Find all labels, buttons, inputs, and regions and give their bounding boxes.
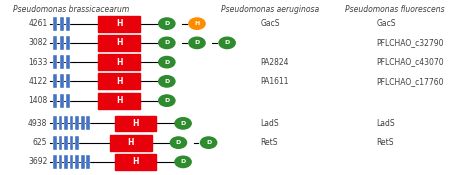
FancyBboxPatch shape	[59, 116, 62, 130]
Text: D: D	[164, 98, 170, 103]
Text: RetS: RetS	[261, 138, 278, 147]
Ellipse shape	[159, 76, 175, 87]
FancyBboxPatch shape	[99, 54, 140, 70]
Text: H: H	[116, 38, 123, 47]
Ellipse shape	[175, 118, 191, 129]
Text: 625: 625	[33, 138, 47, 147]
Text: D: D	[225, 40, 230, 45]
Text: D: D	[181, 159, 186, 164]
FancyBboxPatch shape	[115, 116, 156, 131]
Text: H: H	[116, 19, 123, 28]
FancyBboxPatch shape	[70, 155, 73, 169]
Text: GacS: GacS	[377, 19, 396, 28]
Text: D: D	[164, 79, 170, 84]
Ellipse shape	[170, 137, 187, 148]
Text: H: H	[132, 119, 139, 128]
FancyBboxPatch shape	[64, 155, 68, 169]
FancyBboxPatch shape	[99, 35, 140, 51]
Text: H: H	[116, 58, 123, 67]
FancyBboxPatch shape	[64, 136, 68, 150]
Text: 4938: 4938	[28, 119, 47, 128]
FancyBboxPatch shape	[99, 93, 140, 108]
Text: H: H	[116, 96, 123, 105]
Text: LadS: LadS	[261, 119, 279, 128]
Ellipse shape	[159, 37, 175, 48]
FancyBboxPatch shape	[110, 135, 152, 150]
Text: GacS: GacS	[261, 19, 280, 28]
Text: H: H	[128, 138, 134, 147]
FancyBboxPatch shape	[115, 154, 156, 170]
Text: 1408: 1408	[28, 96, 47, 105]
Text: D: D	[176, 140, 181, 145]
FancyBboxPatch shape	[66, 55, 70, 69]
Text: Pseudomonas aeruginosa: Pseudomonas aeruginosa	[221, 5, 319, 14]
Text: PA2824: PA2824	[261, 58, 289, 67]
FancyBboxPatch shape	[59, 155, 62, 169]
Ellipse shape	[159, 56, 175, 68]
FancyBboxPatch shape	[70, 136, 73, 150]
Text: PFLCHAO_c32790: PFLCHAO_c32790	[377, 38, 444, 47]
FancyBboxPatch shape	[81, 116, 84, 130]
Text: 4122: 4122	[28, 77, 47, 86]
Text: D: D	[164, 40, 170, 45]
FancyBboxPatch shape	[60, 36, 64, 50]
FancyBboxPatch shape	[59, 136, 62, 150]
FancyBboxPatch shape	[54, 55, 57, 69]
FancyBboxPatch shape	[66, 36, 70, 50]
FancyBboxPatch shape	[64, 116, 68, 130]
FancyBboxPatch shape	[54, 94, 57, 108]
FancyBboxPatch shape	[99, 74, 140, 89]
Ellipse shape	[189, 37, 205, 48]
FancyBboxPatch shape	[53, 136, 57, 150]
FancyBboxPatch shape	[86, 116, 90, 130]
FancyBboxPatch shape	[53, 116, 57, 130]
Ellipse shape	[159, 95, 175, 106]
FancyBboxPatch shape	[66, 94, 70, 108]
Text: PA1611: PA1611	[261, 77, 289, 86]
Text: D: D	[181, 121, 186, 126]
Text: PFLCHAO_c43070: PFLCHAO_c43070	[377, 58, 444, 67]
Ellipse shape	[189, 18, 205, 29]
Text: Pseudomonas fluorescens: Pseudomonas fluorescens	[346, 5, 445, 14]
FancyBboxPatch shape	[86, 155, 90, 169]
Text: H: H	[194, 21, 200, 26]
Text: Pseudomonas brassicacearum: Pseudomonas brassicacearum	[12, 5, 129, 14]
Text: D: D	[164, 21, 170, 26]
FancyBboxPatch shape	[70, 116, 73, 130]
Text: 1633: 1633	[28, 58, 47, 67]
FancyBboxPatch shape	[75, 116, 79, 130]
Text: D: D	[206, 140, 211, 145]
Text: H: H	[132, 157, 139, 166]
FancyBboxPatch shape	[60, 55, 64, 69]
Text: H: H	[116, 77, 123, 86]
FancyBboxPatch shape	[99, 16, 140, 32]
Text: 3082: 3082	[28, 38, 47, 47]
Text: 4261: 4261	[28, 19, 47, 28]
Ellipse shape	[219, 37, 235, 48]
Text: RetS: RetS	[377, 138, 394, 147]
Text: D: D	[194, 40, 200, 45]
FancyBboxPatch shape	[53, 155, 57, 169]
FancyBboxPatch shape	[66, 74, 70, 88]
Text: 3692: 3692	[28, 157, 47, 166]
FancyBboxPatch shape	[66, 17, 70, 31]
FancyBboxPatch shape	[81, 155, 84, 169]
FancyBboxPatch shape	[60, 17, 64, 31]
FancyBboxPatch shape	[54, 74, 57, 88]
Ellipse shape	[175, 156, 191, 168]
FancyBboxPatch shape	[75, 155, 79, 169]
Text: PFLCHAO_c17760: PFLCHAO_c17760	[377, 77, 444, 86]
Ellipse shape	[159, 18, 175, 29]
Ellipse shape	[201, 137, 217, 148]
Text: LadS: LadS	[377, 119, 395, 128]
FancyBboxPatch shape	[54, 36, 57, 50]
Text: D: D	[164, 60, 170, 65]
FancyBboxPatch shape	[75, 136, 79, 150]
FancyBboxPatch shape	[60, 94, 64, 108]
FancyBboxPatch shape	[54, 17, 57, 31]
FancyBboxPatch shape	[60, 74, 64, 88]
